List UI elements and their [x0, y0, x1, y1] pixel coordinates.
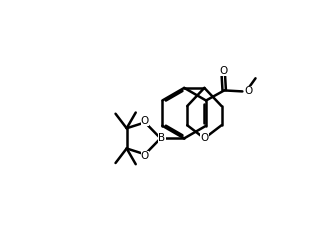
Text: O: O — [244, 86, 252, 97]
Text: O: O — [141, 116, 149, 126]
Text: O: O — [141, 151, 149, 160]
Text: O: O — [219, 66, 227, 76]
Text: O: O — [200, 133, 209, 143]
Text: B: B — [158, 133, 165, 143]
